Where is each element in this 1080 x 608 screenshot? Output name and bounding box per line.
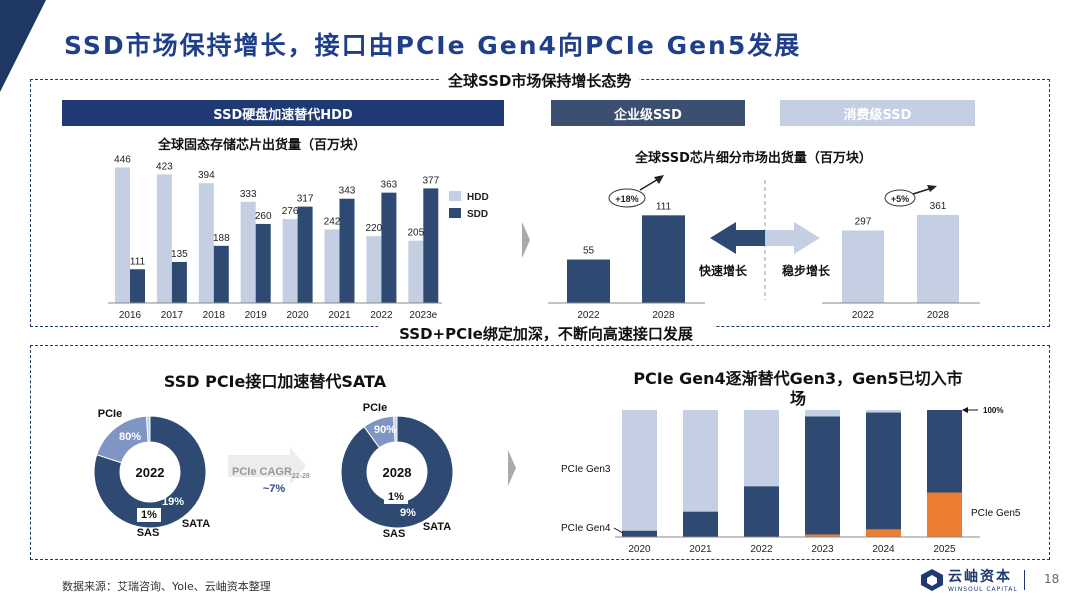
banner-enterprise-ssd: 企业级SSD — [551, 100, 745, 126]
page-number: 18 — [1044, 572, 1060, 586]
page-title: SSD市场保持增长，接口由PCIe Gen4向PCIe Gen5发展 — [64, 31, 802, 60]
logo: 云岫资本 WINSOUL CAPITAL — [920, 566, 1025, 593]
section-market-growth-title: 全球SSD市场保持增长态势 — [440, 70, 640, 91]
section-interface-box — [30, 345, 1050, 560]
corner-triangle — [0, 0, 46, 92]
chart2-title: 全球SSD芯片细分市场出货量（百万块） — [635, 151, 872, 166]
chart1-title: 全球固态存储芯片出货量（百万块） — [158, 138, 367, 153]
chart4-title: SSD PCIe接口加速替代SATA — [163, 372, 387, 391]
chart6-title: PCIe Gen4逐渐替代Gen3，Gen5已切入市场 — [633, 369, 963, 408]
logo-icon — [921, 568, 943, 591]
footer-source: 数据来源：艾瑞咨询、Yole、云岫资本整理 — [62, 580, 271, 593]
section-interface-title: SSD+PCIe绑定加深，不断向高速接口发展 — [378, 325, 714, 344]
banner-ssd-replace-hdd: SSD硬盘加速替代HDD — [62, 100, 504, 126]
logo-text-cn: 云岫资本 — [948, 569, 1012, 585]
banner-consumer-ssd: 消费级SSD — [780, 100, 975, 126]
logo-text-en: WINSOUL CAPITAL — [948, 586, 1018, 593]
